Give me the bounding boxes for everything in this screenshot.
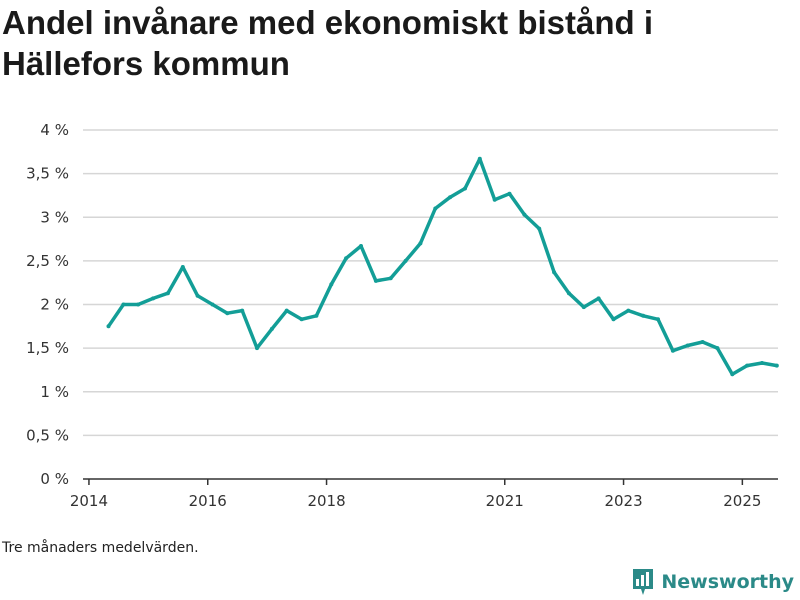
data-point[interactable] — [463, 186, 467, 191]
data-point[interactable] — [507, 191, 512, 196]
data-point[interactable] — [656, 317, 660, 322]
y-tick-label: 3,5 % — [26, 165, 69, 183]
data-point[interactable] — [403, 258, 408, 263]
data-point[interactable] — [418, 241, 423, 246]
series-line — [106, 157, 779, 377]
data-point[interactable] — [388, 276, 393, 281]
brand-name: Newsworthy — [661, 571, 794, 593]
data-point[interactable] — [477, 156, 482, 161]
data-point[interactable] — [433, 206, 438, 211]
y-tick-label: 1 % — [40, 383, 69, 401]
data-point[interactable] — [566, 291, 571, 296]
data-point[interactable] — [359, 244, 363, 248]
y-tick-label: 4 % — [40, 121, 69, 139]
x-tick-label: 2025 — [723, 492, 761, 510]
data-point[interactable] — [329, 282, 334, 287]
x-tick-label: 2021 — [486, 492, 524, 510]
data-point[interactable] — [225, 311, 230, 316]
axes: 0 % 0,5 % 1 % 1,5 % 2 % 2,5 % 3 % 3,5 % 4 % 2014 2… — [26, 121, 778, 510]
data-point[interactable] — [715, 346, 720, 351]
y-tick-label: 0,5 % — [26, 426, 69, 444]
x-tick-label: 2016 — [189, 492, 227, 510]
data-point[interactable] — [121, 302, 126, 307]
data-point[interactable] — [626, 308, 631, 313]
data-point[interactable] — [552, 270, 557, 275]
data-point[interactable] — [299, 317, 304, 322]
gridlines — [83, 129, 778, 437]
data-point[interactable] — [180, 265, 185, 269]
y-tick-label: 1,5 % — [26, 339, 69, 357]
y-tick-label: 3 % — [40, 208, 69, 226]
data-point[interactable] — [255, 346, 259, 351]
data-point[interactable] — [314, 313, 319, 318]
data-point[interactable] — [760, 361, 764, 365]
data-point[interactable] — [373, 278, 378, 283]
data-point[interactable] — [685, 343, 690, 348]
data-point[interactable] — [240, 308, 245, 313]
data-point[interactable] — [670, 348, 675, 353]
data-point[interactable] — [136, 302, 141, 307]
data-point[interactable] — [269, 326, 274, 331]
newsworthy-chart-icon — [633, 569, 654, 595]
data-point[interactable] — [730, 372, 735, 377]
data-point[interactable] — [284, 308, 289, 313]
data-point[interactable] — [151, 296, 156, 301]
chart-title: Andel invånare med ekonomiskt bistånd i … — [2, 4, 653, 82]
data-point[interactable] — [448, 195, 453, 200]
data-point[interactable] — [581, 305, 586, 310]
y-tick-label: 2,5 % — [26, 252, 69, 270]
data-point[interactable] — [344, 256, 349, 261]
footnote: Tre månaders medelvärden. — [2, 540, 199, 556]
data-point[interactable] — [700, 340, 705, 344]
data-point[interactable] — [611, 317, 616, 322]
x-tick-label: 2018 — [307, 492, 345, 510]
data-point[interactable] — [745, 363, 750, 368]
data-point[interactable] — [492, 197, 497, 202]
data-point[interactable] — [165, 291, 170, 296]
data-point[interactable] — [537, 226, 542, 231]
data-point[interactable] — [106, 324, 111, 329]
y-tick-label: 2 % — [40, 296, 69, 314]
x-tick-label: 2023 — [604, 492, 642, 510]
brand-logo-link[interactable]: Newsworthy — [631, 568, 794, 596]
data-point[interactable] — [641, 313, 646, 318]
series-layer — [106, 156, 779, 377]
data-point[interactable] — [195, 293, 200, 298]
x-tick-label: 2014 — [70, 492, 108, 510]
data-point[interactable] — [522, 212, 527, 217]
data-point[interactable] — [596, 296, 601, 301]
data-point[interactable] — [774, 363, 779, 368]
data-point[interactable] — [210, 302, 215, 307]
y-tick-label: 0 % — [40, 470, 69, 488]
